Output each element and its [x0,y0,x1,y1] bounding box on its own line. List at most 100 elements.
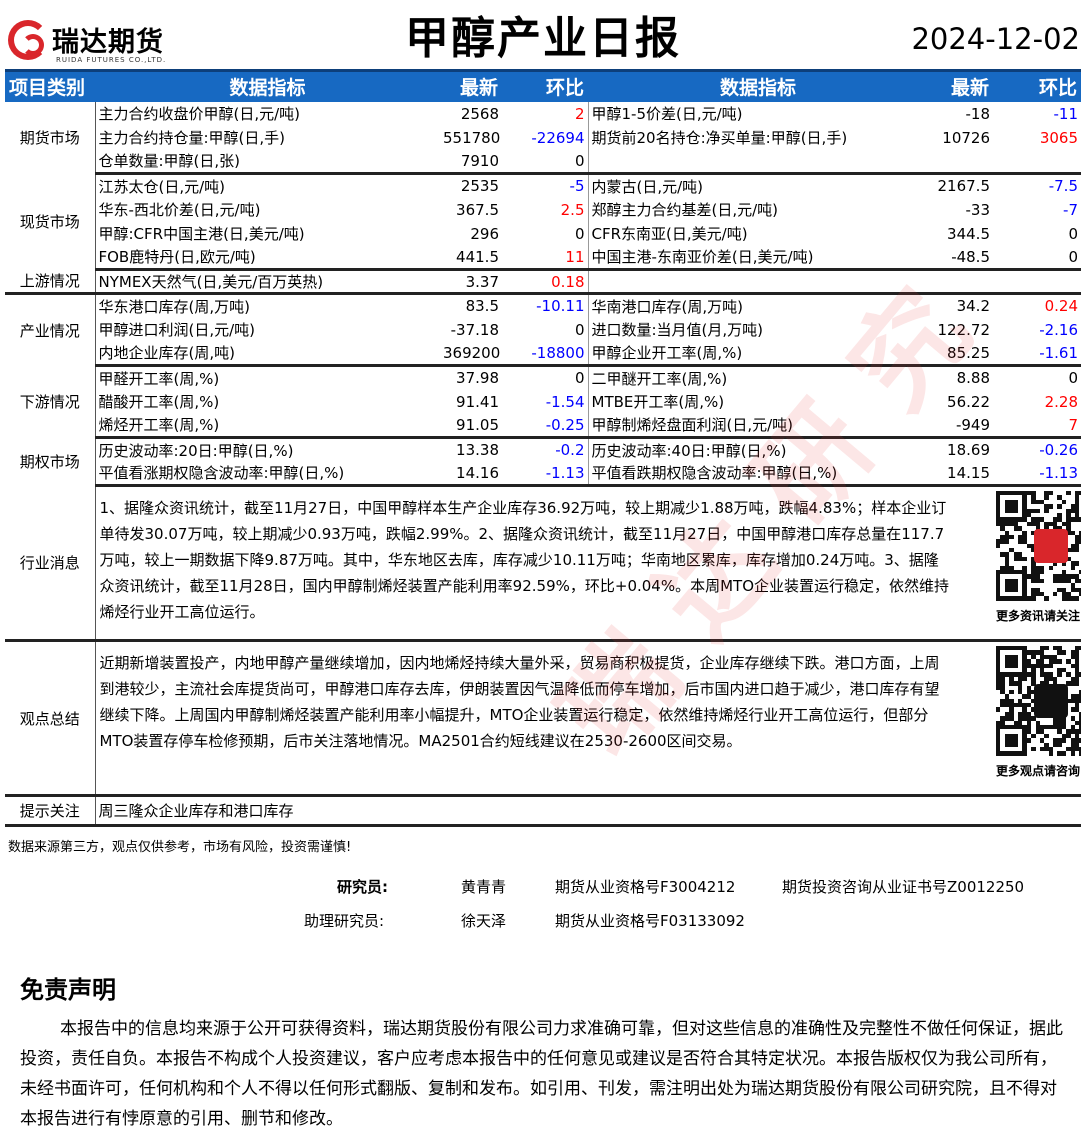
indicator-name: 期货前20名持仓:净买单量:甲醇(日,手) [591,129,848,147]
table-row: 内地企业库存(周,吨) 369200 -18800 甲醇企业开工率(周,%) 85.25… [5,341,1081,367]
change-value: 0 [1068,369,1078,388]
qr-block: 更多观点请咨询! [993,640,1081,797]
qr-caption: 更多观点请咨询! [996,764,1081,778]
indicator-name: 甲醇进口利润(日,元/吨) [98,321,256,339]
indicator-name: 中国主港-东南亚价差(日,美元/吨) [588,245,928,271]
column-header: 数据指标 [588,69,928,102]
category-label: 产业情况 [5,293,96,366]
column-header: 环比 [502,69,588,102]
table-row: 产业情况 华东港口库存(周,万吨) 83.5 -10.11 华南港口库存(周,万吨) 34… [5,293,1081,366]
latest-value: 367.5 [456,200,499,219]
qr-block: 更多资讯请关注! [993,485,1081,642]
latest-value: -48.5 [928,245,993,271]
assistant-name: 徐天泽 [461,912,507,930]
latest-value: 18.69 [947,441,990,460]
change-value: 0 [502,365,589,390]
indicator-name: 甲醇:CFR中国主港(日,美元/吨) [98,225,305,243]
table-row: FOB鹿特丹(日,欧元/吨) 441.5 11 中国主港-东南亚价差(日,美元/吨) -… [5,245,1081,271]
indicator-name: NYMEX天然气(日,美元/百万英热) [95,269,440,295]
change-value: -22694 [502,125,589,150]
change-value: -0.26 [1039,441,1078,460]
indicator-name: 华东港口库存(周,万吨) [98,297,250,316]
latest-value: -18 [965,104,991,123]
disclaimer-text: 本报告中的信息均来源于公开可获得资料，瑞达期货股份有限公司力求准确可靠，但对这些… [20,1019,1063,1129]
assistant-label: 助理研究员: [304,912,385,930]
researcher-cert: 期货从业资格号F3004212 [555,878,736,896]
table-row: 烯烃开工率(周,%) 91.05 -0.25 甲醇制烯烃盘面利润(日,元/吨) -949… [5,413,1081,439]
change-value: 11 [502,245,589,271]
indicator-name: 甲醇制烯烃盘面利润(日,元/吨) [588,413,928,439]
indicator-name: FOB鹿特丹(日,欧元/吨) [95,245,440,271]
latest-value: -33 [965,200,991,219]
indicator-name: 内地企业库存(周,吨) [95,341,440,367]
indicator-name: 历史波动率:40日:甲醇(日,%) [591,441,787,460]
table-header: 项目类别 数据指标 最新 环比 数据指标 最新 环比 [5,69,1081,102]
indicator-name: 甲醇1-5价差(日,元/吨) [591,105,743,123]
change-value: -10.11 [502,293,589,318]
disclaimer-title: 免责声明 [20,976,116,1004]
category-label: 观点总结 [5,640,96,797]
indicator-name: 平值看涨期权隐含波动率:甲醇(日,%) [95,461,440,487]
table-row: 行业消息 1、据隆众资讯统计，截至11月27日，中国甲醇样本生产企业库存36.92… [5,485,1081,642]
indicator-name: 甲醇企业开工率(周,%) [588,341,928,367]
wechat-icon [1034,684,1068,718]
qr-code [996,646,1081,756]
indicator-name: 江苏太仓(日,元/吨) [98,177,226,196]
category-label: 提示关注 [5,795,96,827]
table-row: 提示关注 周三隆众企业库存和港口库存 [5,795,1081,827]
change-value: 0 [502,149,589,175]
qr-code [996,491,1081,601]
news-text: 1、据隆众资讯统计，截至11月27日，中国甲醇样本生产企业库存36.92万吨，较… [95,485,993,642]
latest-value: -949 [928,413,993,439]
change-value: 2.28 [1044,392,1078,411]
change-value: -5 [502,173,589,198]
change-value: -7 [1063,200,1078,219]
column-header: 数据指标 [95,69,440,102]
latest-value: 8.88 [956,369,990,388]
risk-note: 数据来源第三方，观点仅供参考，市场有风险，投资需谨慎! [8,840,352,855]
indicator-name: 仓单数量:甲醇(日,张) [95,149,440,175]
latest-value: 122.72 [937,320,991,339]
column-header: 项目类别 [5,69,95,102]
change-value: 0.18 [502,269,589,295]
change-value: 0 [993,245,1081,271]
category-label: 现货市场 [5,173,96,270]
indicator-name: 华南港口库存(周,万吨) [591,297,743,316]
change-value: -1.54 [502,389,589,414]
latest-value: 14.16 [440,461,502,487]
company-logo: 瑞达期货 RUIDA FUTURES CO.,LTD. [8,18,178,68]
latest-value: 34.2 [956,297,990,316]
logo-text: 瑞达期货 [52,27,164,58]
table-row: 观点总结 近期新增装置投产，内地甲醇产量继续增加，因内地烯烃持续大量外采，贸易商积… [5,640,1081,797]
latest-value: 83.5 [465,297,499,316]
table-row: 甲醇进口利润(日,元/吨) -37.18 0 进口数量:当月值(月,万吨) 122.72… [5,317,1081,342]
category-label: 期权市场 [5,437,96,486]
hint-text: 周三隆众企业库存和港口库存 [95,795,1081,827]
table-row: 主力合约持仓量:甲醇(日,手) 551780 -22694 期货前20名持仓:净买单量… [5,125,1081,150]
change-value: 7 [993,413,1081,439]
change-value: -18800 [502,341,589,367]
data-table: 项目类别 数据指标 最新 环比 数据指标 最新 环比 期货市场 主力合约收盘价甲醇(日,元/吨… [5,69,1081,827]
change-value: -0.25 [502,413,589,439]
change-value: 2 [502,101,589,126]
change-value: -11 [1053,104,1079,123]
latest-value: 85.25 [928,341,993,367]
table-row: 平值看涨期权隐含波动率:甲醇(日,%) 14.16 -1.13 平值看跌期权隐含波动率… [5,461,1081,487]
report-date: 2024-12-02 [911,22,1080,56]
category-label: 期货市场 [5,101,96,174]
latest-value: 7910 [440,149,502,175]
indicator-name: MTBE开工率(周,%) [591,393,725,411]
indicator-name: 甲醛开工率(周,%) [98,369,220,388]
latest-value: 441.5 [440,245,502,271]
table-row: 上游情况 NYMEX天然气(日,美元/百万英热) 3.37 0.18 [5,269,1081,295]
latest-value: 2568 [460,104,499,123]
column-header: 环比 [993,69,1081,102]
indicator-name: 进口数量:当月值(月,万吨) [591,321,764,339]
table-row: 现货市场 江苏太仓(日,元/吨) 2535 -5 内蒙古(日,元/吨) 2167.5 -7.… [5,173,1081,270]
indicator-name: 华东-西北价差(日,元/吨) [98,201,261,219]
table-row: 华东-西北价差(日,元/吨) 367.5 2.5 郑醇主力合约基差(日,元/吨) -33… [5,197,1081,222]
researcher-name: 黄青青 [461,878,507,896]
indicator-name: 醋酸开工率(周,%) [98,393,220,411]
page-title: 甲醇产业日报 [405,13,681,64]
category-label: 上游情况 [5,269,96,295]
